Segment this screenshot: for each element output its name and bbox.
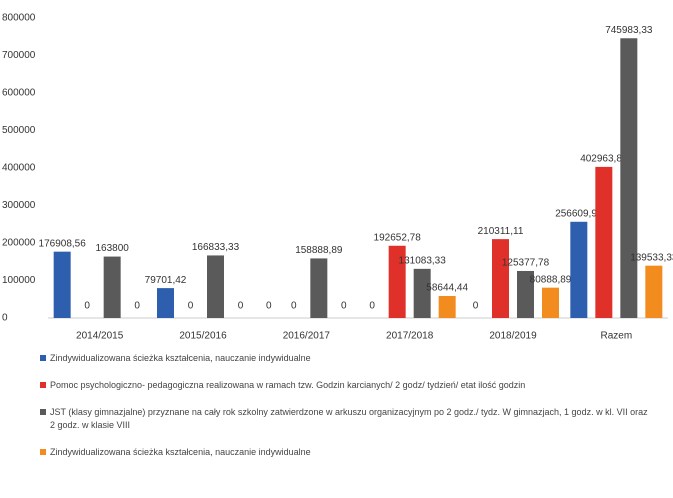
x-tick-label: 2015/2016 xyxy=(179,331,227,342)
legend-item: Zindywidualizowana ścieżka kształcenia, … xyxy=(40,352,650,365)
value-label: 166833,33 xyxy=(192,242,240,253)
bar xyxy=(207,255,224,318)
bar xyxy=(438,296,456,318)
y-tick-label: 100000 xyxy=(2,275,36,286)
bar xyxy=(157,288,174,318)
value-label: 210311,11 xyxy=(478,226,524,237)
bar xyxy=(413,268,431,318)
y-tick-label: 300000 xyxy=(2,200,36,211)
plot: 0 100000 200000 300000 400000 500000 600000 700… xyxy=(2,13,673,342)
value-label: 158888,89 xyxy=(295,245,343,256)
value-label: 58644,44 xyxy=(426,283,468,294)
x-tick-label: 2018/2019 xyxy=(489,331,537,342)
value-label: 79701,42 xyxy=(145,275,187,286)
bar xyxy=(517,270,534,318)
value-label: 176908,56 xyxy=(39,238,87,249)
bar xyxy=(492,239,509,318)
value-label: 80888,89 xyxy=(530,274,572,285)
y-tick-label: 800000 xyxy=(2,13,36,24)
legend-swatch xyxy=(40,449,46,455)
value-label: 192652,78 xyxy=(374,232,422,243)
bar xyxy=(310,258,328,318)
legend: Zindywidualizowana ścieżka kształcenia, … xyxy=(40,352,650,473)
bar xyxy=(570,221,588,318)
y-tick-label: 0 xyxy=(2,313,8,324)
bar xyxy=(620,38,638,318)
legend-label: Zindywidualizowana ścieżka kształcenia, … xyxy=(50,353,311,363)
bar xyxy=(53,251,71,318)
legend-item: Zindywidualizowana ścieżka kształcenia, … xyxy=(40,446,650,459)
value-label: 256609,98 xyxy=(555,208,603,219)
legend-item: Pomoc psychologiczno- pedagogiczna reali… xyxy=(40,379,650,392)
bar xyxy=(595,166,613,318)
bar xyxy=(645,265,663,318)
legend-label: Zindywidualizowana ścieżka kształcenia, … xyxy=(50,447,311,457)
value-label: 745983,33 xyxy=(605,25,653,36)
bar xyxy=(542,287,559,318)
legend-label: JST (klasy gimnazjalne) przyznane na cał… xyxy=(50,407,648,430)
y-tick-label: 600000 xyxy=(2,88,36,99)
value-label: 0 xyxy=(84,301,90,312)
value-label: 0 xyxy=(369,301,375,312)
y-tick-label: 200000 xyxy=(2,238,36,249)
value-label: 131083,33 xyxy=(399,255,447,266)
value-label: 0 xyxy=(238,301,244,312)
value-label: 163800 xyxy=(95,243,129,254)
value-label: 0 xyxy=(291,301,297,312)
x-tick-label: 2017/2018 xyxy=(386,331,434,342)
value-label: 125377,78 xyxy=(502,258,550,269)
legend-swatch xyxy=(40,382,46,388)
value-label: 0 xyxy=(188,301,194,312)
value-label: 402963,89 xyxy=(580,154,628,165)
y-tick-label: 700000 xyxy=(2,50,36,61)
y-tick-label: 400000 xyxy=(2,163,36,174)
value-label: 0 xyxy=(134,301,140,312)
legend-swatch xyxy=(40,355,46,361)
bar xyxy=(388,245,406,318)
x-tick-label: Razem xyxy=(600,331,632,342)
legend-item: JST (klasy gimnazjalne) przyznane na cał… xyxy=(40,406,650,432)
value-label: 0 xyxy=(341,301,347,312)
bar xyxy=(103,256,121,318)
x-tick-label: 2014/2015 xyxy=(76,331,124,342)
value-label: 0 xyxy=(473,301,479,312)
x-tick-label: 2016/2017 xyxy=(283,331,331,342)
value-label: 0 xyxy=(266,301,272,312)
legend-label: Pomoc psychologiczno- pedagogiczna reali… xyxy=(50,380,526,390)
y-tick-label: 500000 xyxy=(2,125,36,136)
legend-swatch xyxy=(40,409,46,415)
value-label: 139533,33 xyxy=(630,252,673,263)
